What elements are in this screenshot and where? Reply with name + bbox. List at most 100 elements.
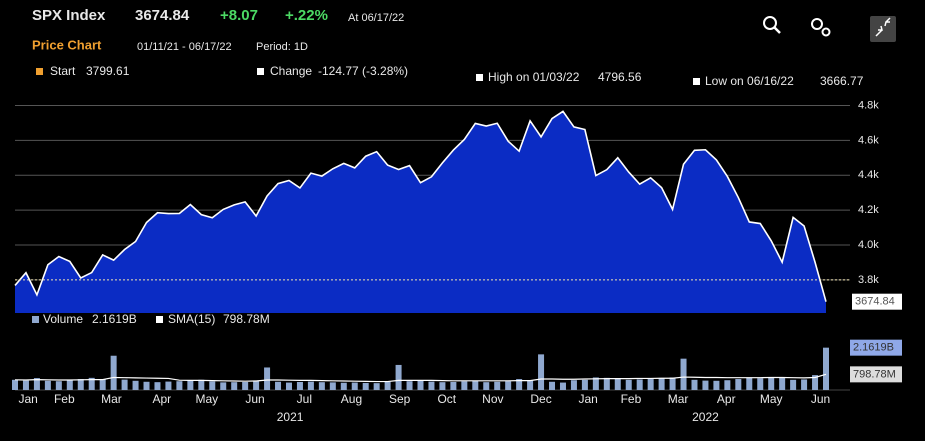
x-tick-label: Sep [389, 392, 411, 406]
volume-bar [581, 379, 588, 390]
volume-bar [680, 358, 687, 390]
year-label: 2021 [277, 410, 304, 424]
legend-value: 2.1619B [92, 312, 137, 326]
legend-swatch [36, 68, 43, 75]
axis-badge-label: 798.78M [853, 368, 896, 380]
volume-bar [801, 379, 808, 390]
legend-swatch [257, 68, 264, 75]
volume-bar [439, 382, 446, 390]
volume-bar [570, 380, 577, 390]
volume-bar [242, 381, 249, 390]
last-value: 3674.84 [855, 296, 895, 308]
volume-bar [406, 381, 413, 390]
volume-bar [373, 383, 380, 390]
volume-bar [538, 354, 545, 390]
start-value: 3799.61 [86, 64, 130, 78]
legend-value: 798.78M [223, 312, 270, 326]
volume-bar [329, 382, 336, 390]
volume-bar [669, 377, 676, 390]
last-badge [852, 293, 902, 310]
axis-badge [850, 339, 902, 356]
volume-bar [417, 380, 424, 390]
volume-bar [658, 378, 665, 390]
volume-bar [253, 380, 260, 390]
year-label: 2022 [692, 410, 719, 424]
volume-bar [461, 381, 468, 390]
y-tick-label: 4.0k [858, 239, 879, 251]
x-tick-label: Jun [811, 392, 830, 406]
volume-bar [296, 381, 303, 390]
axis-badge [850, 366, 902, 383]
settings-icon[interactable] [811, 18, 831, 37]
volume-bar [132, 380, 139, 390]
chart-title: Price Chart [32, 37, 102, 52]
low-label: Low on 06/16/22 [705, 74, 794, 88]
volume-bar [549, 381, 556, 390]
high-value: 4796.56 [598, 70, 642, 84]
volume-bar [724, 380, 731, 390]
y-tick-label: 4.2k [858, 204, 879, 216]
volume-bar [505, 381, 512, 390]
x-tick-label: Apr [717, 392, 736, 406]
volume-bar [362, 382, 369, 390]
net-change: +8.07 [220, 7, 258, 24]
x-tick-label: Jan [18, 392, 37, 406]
y-tick-label: 4.8k [858, 99, 879, 111]
x-tick-label: Apr [153, 392, 172, 406]
volume-bar [33, 378, 40, 390]
volume-bar [812, 375, 819, 390]
search-icon[interactable] [763, 16, 781, 34]
volume-bar [285, 382, 292, 390]
volume-bar [450, 381, 457, 390]
volume-bar [275, 381, 282, 390]
volume-bar [88, 377, 95, 390]
x-tick-label: Dec [530, 392, 551, 406]
volume-bar [428, 381, 435, 390]
x-tick-label: Feb [621, 392, 642, 406]
start-label: Start [50, 64, 76, 78]
x-tick-label: May [195, 392, 218, 406]
volume-bar [735, 379, 742, 390]
volume-bar [231, 382, 238, 390]
volume-bar [636, 379, 643, 390]
volume-bar [264, 367, 271, 390]
x-tick-label: Mar [101, 392, 122, 406]
volume-bar [165, 381, 172, 390]
volume-bar [472, 380, 479, 390]
x-tick-label: Jan [579, 392, 598, 406]
as-of: At 06/17/22 [348, 12, 404, 24]
legend-swatch [693, 78, 700, 85]
high-label: High on 01/03/22 [488, 70, 580, 84]
volume-bar [154, 382, 161, 390]
legend-label: SMA(15) [168, 312, 215, 326]
x-tick-label: May [760, 392, 783, 406]
y-tick-label: 4.6k [858, 134, 879, 146]
volume-bar [351, 382, 358, 390]
volume-bar [307, 381, 314, 390]
period: Period: 1D [256, 41, 308, 53]
ticker: SPX Index [32, 7, 106, 24]
last-price: 3674.84 [135, 7, 190, 24]
volume-bar [592, 377, 599, 390]
price-area [15, 111, 826, 313]
legend-swatch [32, 316, 39, 323]
volume-bar [66, 380, 73, 390]
x-tick-label: Oct [437, 392, 456, 406]
legend-label: Volume [43, 312, 83, 326]
collapse-button[interactable] [870, 16, 896, 42]
x-tick-label: Jul [297, 392, 312, 406]
sma-line [14, 373, 827, 383]
volume-bar [790, 379, 797, 390]
volume-bar [55, 381, 62, 390]
volume-bar [746, 377, 753, 390]
x-tick-label: Aug [341, 392, 362, 406]
volume-bar [559, 382, 566, 390]
volume-bar [340, 382, 347, 390]
volume-bar [494, 381, 501, 390]
volume-bar [823, 347, 829, 390]
volume-bar [516, 379, 523, 390]
volume-bar [779, 377, 786, 390]
volume-bar [209, 381, 216, 390]
pct-change: +.22% [285, 7, 328, 24]
